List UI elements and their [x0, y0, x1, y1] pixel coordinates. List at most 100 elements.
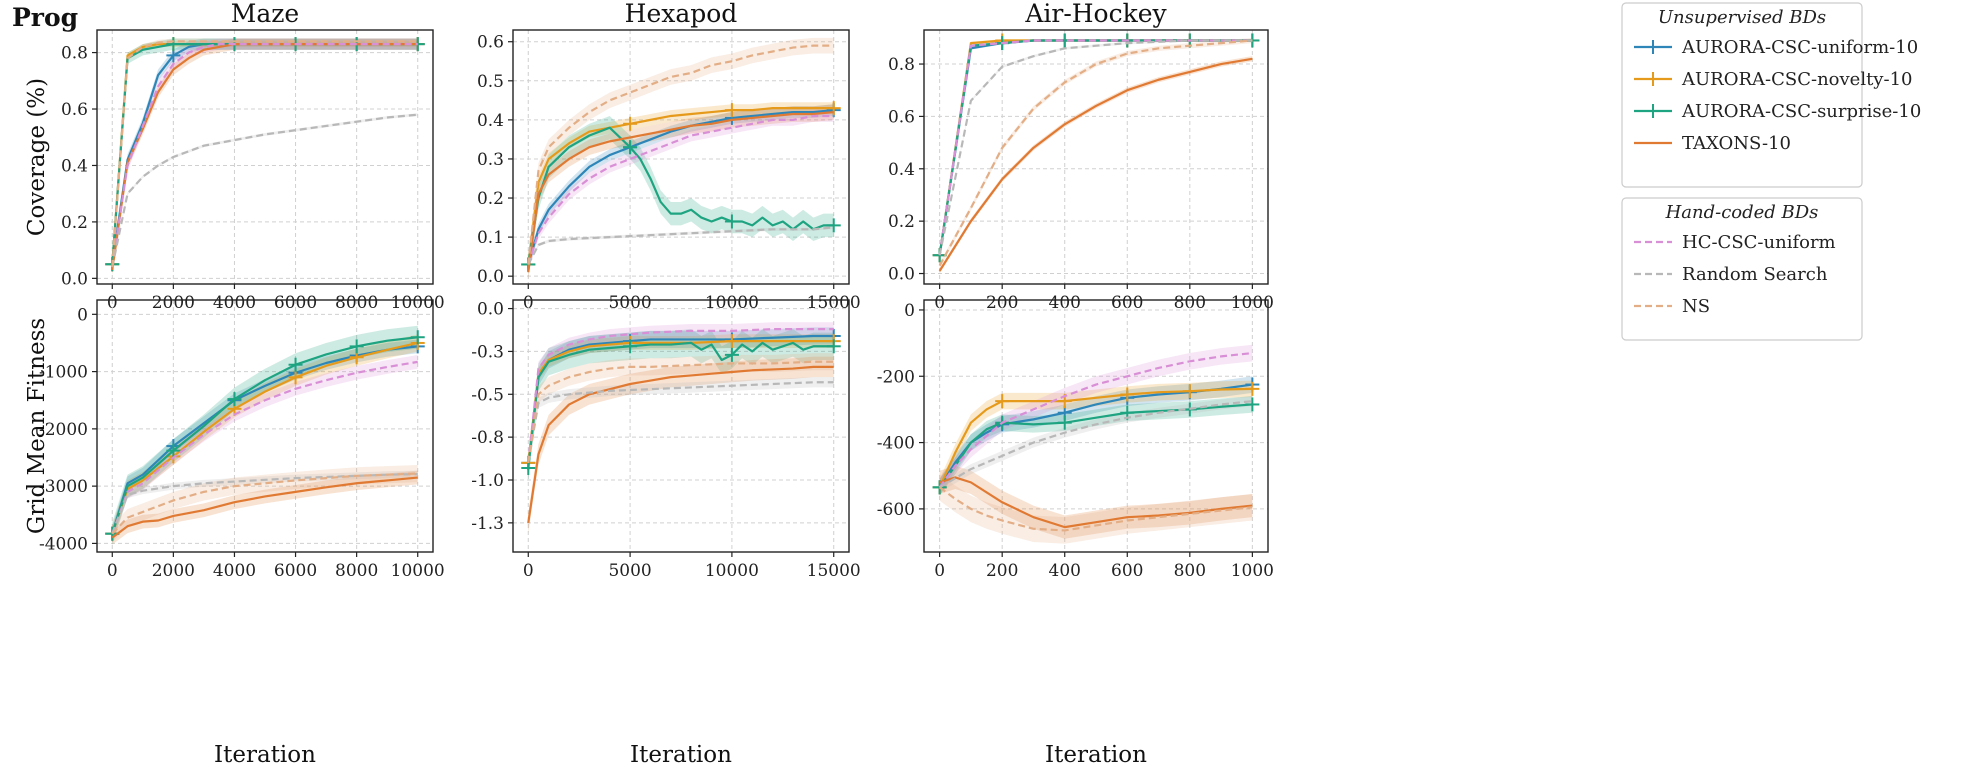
band-aurora-csc-uniform-10 [112, 38, 418, 270]
line-taxons-10 [527, 110, 834, 273]
band-aurora-csc-novelty-10 [112, 334, 418, 543]
marker-aurora-csc-surprise-10 [166, 37, 181, 52]
y-tick-label: 0.2 [61, 213, 88, 233]
plot-frame [512, 29, 850, 285]
line-ns [111, 472, 418, 535]
y-tick-label: -3000 [39, 477, 88, 497]
marker-aurora-csc-surprise-10 [1057, 415, 1072, 430]
line-ns [938, 39, 1253, 267]
band-taxons-10 [939, 56, 1253, 274]
x-tick-label: 4000 [213, 561, 256, 581]
line-hc-csc-uniform [111, 360, 418, 535]
legend: Unsupervised BDs AURORA-CSC-uniform-10 AUR… [1621, 2, 1921, 341]
panel-title: Hexapod [625, 0, 738, 28]
band-aurora-csc-surprise-10 [112, 325, 418, 546]
y-axis-label: Coverage (%) [24, 78, 50, 236]
figure-tag: Prog [12, 3, 78, 32]
legend-entry-aurora-csc-surprise-10: AURORA-CSC-surprise-10 [1634, 101, 1921, 122]
y-tick-label: 0.4 [61, 156, 88, 176]
x-axis-label: Iteration [214, 742, 316, 767]
legend-entry-hc-csc-uniform: HC-CSC-uniform [1634, 232, 1836, 253]
x-tick-label: 0 [107, 561, 118, 581]
legend-label: TAXONS-10 [1682, 133, 1791, 154]
legend-label: Random Search [1682, 264, 1828, 285]
band-hc-csc-uniform [112, 354, 418, 541]
grid [924, 30, 1268, 284]
x-tick-label: 10000 [705, 561, 759, 581]
band-aurora-csc-novelty-10 [939, 39, 1253, 257]
line-random-search [527, 381, 834, 464]
marker-aurora-csc-novelty-10 [623, 116, 638, 131]
line-random-search [111, 473, 418, 535]
y-tick-label: 0 [77, 305, 88, 325]
marker-aurora-csc-surprise-10 [623, 339, 638, 354]
legend-entry-random-search: Random Search [1634, 264, 1828, 285]
band-ns [939, 474, 1253, 544]
y-tick-label: 0.4 [477, 111, 504, 131]
x-tick-label: 0 [934, 561, 945, 581]
legend-label: HC-CSC-uniform [1682, 232, 1836, 253]
line-ns [938, 486, 1253, 532]
marker-aurora-csc-surprise-10 [724, 214, 739, 229]
marker-aurora-csc-novelty-10 [1245, 381, 1260, 396]
marker-aurora-csc-surprise-10 [623, 140, 638, 155]
y-tick-label: 0.0 [61, 269, 88, 289]
line-aurora-csc-novelty-10 [938, 39, 1253, 256]
band-aurora-csc-surprise-10 [939, 39, 1253, 257]
legend-group-unsupervised: Unsupervised BDs AURORA-CSC-uniform-10 AUR… [1621, 2, 1921, 188]
panel-maze-fitness: 0 2000 4000 6000 8000 10000 -4000 -3000 -2000 -10… [24, 299, 445, 767]
line-aurora-csc-surprise-10 [527, 126, 834, 265]
line-hc-csc-uniform [111, 43, 418, 268]
line-aurora-csc-surprise-10 [938, 39, 1253, 256]
line-aurora-csc-novelty-10 [527, 107, 834, 265]
y-tick-label: -4000 [39, 534, 88, 554]
legend-entry-aurora-csc-uniform-10: AURORA-CSC-uniform-10 [1634, 37, 1918, 58]
line-aurora-csc-uniform-10 [938, 39, 1253, 256]
line-hc-csc-uniform [527, 114, 834, 265]
band-hc-csc-uniform [939, 39, 1253, 257]
y-tick-label: 0.1 [477, 228, 504, 248]
marker-aurora-csc-surprise-10 [410, 330, 425, 345]
y-tick-label: 0.2 [477, 189, 504, 209]
line-taxons-10 [111, 476, 418, 539]
x-tick-label: 5000 [608, 561, 651, 581]
y-tick-label: 0.3 [477, 150, 504, 170]
y-tick-label: -2000 [39, 420, 88, 440]
band-ns [528, 37, 834, 273]
legend-entry-ns: NS [1634, 296, 1710, 317]
y-tick-label: -200 [877, 367, 915, 387]
band-random-search [112, 470, 418, 538]
line-ns [527, 360, 834, 464]
band-aurora-csc-uniform-10 [939, 39, 1253, 257]
grid [924, 300, 1268, 552]
marker-aurora-csc-novelty-10 [1182, 384, 1197, 399]
band-hc-csc-uniform [528, 110, 834, 271]
band-random-search [939, 39, 1253, 257]
x-tick-label: 10000 [391, 561, 445, 581]
panel-hexapod-coverage: 0 5000 10000 150000.00.10.20.30.40.50.6Hexa… [477, 0, 861, 313]
marker-aurora-csc-surprise-10 [724, 347, 739, 362]
marker-aurora-csc-novelty-10 [1120, 387, 1135, 402]
y-tick-label: -1.3 [471, 514, 504, 534]
y-tick-label: -400 [877, 434, 915, 454]
x-tick-label: 8000 [335, 561, 378, 581]
panel-hexapod-fitness: 0 5000 10000 15000 -1.3 -1.0 -0.8 -0.5 -0.3 0.0 It… [471, 299, 861, 767]
band-random-search [112, 113, 418, 269]
line-random-search [527, 226, 834, 265]
y-tick-label: 0.0 [477, 300, 504, 320]
x-tick-label: 200 [986, 561, 1018, 581]
plot-frame [96, 299, 434, 553]
marker-aurora-csc-novelty-10 [288, 370, 303, 385]
y-tick-label: 0.0 [477, 267, 504, 287]
y-tick-label: 0.2 [888, 212, 915, 232]
band-taxons-10 [528, 104, 834, 281]
panel-airhockey-fitness: 0 200 400 600 800 1000 -600 -400 -200 0 Iteration [877, 299, 1274, 767]
chart-panels: 0 2000 4000 6000 8000 100000.00.20.40.60.8Maz… [24, 0, 1274, 767]
band-aurora-csc-surprise-10 [528, 329, 834, 482]
y-tick-label: -1000 [39, 363, 88, 383]
plot-frame [923, 299, 1269, 553]
x-axis-label: Iteration [630, 742, 732, 767]
x-tick-label: 6000 [274, 561, 317, 581]
legend-group-title: Unsupervised BDs [1658, 7, 1826, 28]
